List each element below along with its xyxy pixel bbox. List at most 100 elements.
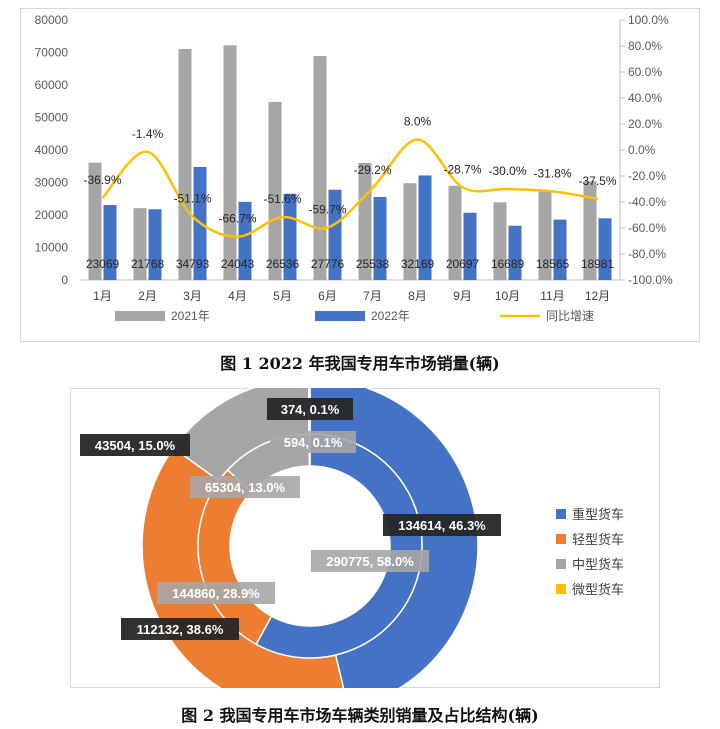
bar-2021 <box>493 202 507 280</box>
x-tick-label: 12月 <box>585 289 610 303</box>
donut-label-box <box>157 582 275 604</box>
y2-tick-label: -40.0% <box>628 195 666 209</box>
bar-2022 <box>553 219 567 280</box>
legend-label: 中型货车 <box>572 557 624 572</box>
bar-2022 <box>598 218 612 280</box>
donut-value-label: 594, 0.1% <box>284 435 343 450</box>
donut-label-box <box>311 550 429 572</box>
figure1-caption: 图 1 2022 年我国专用车市场销量(辆) <box>220 354 500 373</box>
bar-value-label: 27776 <box>311 257 345 271</box>
donut-value-label: 144860, 28.9% <box>172 586 260 601</box>
bar-2022 <box>418 175 432 280</box>
bar-2021 <box>88 162 102 280</box>
bar-2022 <box>283 193 297 280</box>
bar-2021 <box>448 185 462 280</box>
growth-rate-label: -36.9% <box>83 173 121 187</box>
bar-value-label: 23069 <box>86 257 120 271</box>
growth-rate-label: -28.7% <box>443 162 481 176</box>
donut-value-label: 134614, 46.3% <box>398 518 486 533</box>
bar-2021 <box>403 183 417 280</box>
growth-rate-label: -1.4% <box>132 127 164 141</box>
x-tick-label: 8月 <box>408 289 427 303</box>
donut-label-box <box>121 618 239 640</box>
legend-swatch <box>556 584 566 594</box>
y-tick-label: 10000 <box>35 241 69 255</box>
y2-tick-label: 20.0% <box>628 117 662 131</box>
growth-rate-label: -30.0% <box>488 164 526 178</box>
donut-value-label: 112132, 38.6% <box>137 622 224 637</box>
bar-2022 <box>148 209 162 280</box>
x-tick-label: 7月 <box>363 289 382 303</box>
y2-tick-label: -20.0% <box>628 169 666 183</box>
vehicle-type-donut-chart: 134614, 46.3% 112132, 38.6% 43504, 15.0% 37… <box>70 388 660 688</box>
bar-value-label: 16689 <box>491 257 525 271</box>
x-tick-label: 9月 <box>453 289 472 303</box>
x-tick-label: 2月 <box>138 289 157 303</box>
growth-rate-label: 8.0% <box>404 115 432 129</box>
legend-label: 2021年 <box>171 309 210 323</box>
y2-tick-label: 100.0% <box>628 13 669 27</box>
y2-tick-label: 40.0% <box>628 91 662 105</box>
x-tick-label: 6月 <box>318 289 337 303</box>
y-tick-label: 80000 <box>35 13 69 27</box>
legend-swatch <box>556 509 566 519</box>
y-tick-label: 50000 <box>35 111 69 125</box>
bar-value-label: 26536 <box>266 257 300 271</box>
growth-rate-label: -51.1% <box>173 191 211 205</box>
y2-tick-label: 0.0% <box>628 143 656 157</box>
x-tick-label: 10月 <box>495 289 520 303</box>
growth-rate-label: -51.6% <box>263 192 301 206</box>
x-tick-label: 4月 <box>228 289 247 303</box>
donut-label-box <box>80 434 190 456</box>
bar-value-label: 18565 <box>536 257 570 271</box>
legend-swatch <box>115 311 165 321</box>
legend-label: 微型货车 <box>572 582 624 597</box>
y2-tick-label: -60.0% <box>628 221 666 235</box>
growth-rate-label: -31.8% <box>533 166 571 180</box>
x-tick-label: 1月 <box>93 289 112 303</box>
legend-swatch <box>315 311 365 321</box>
donut-value-label: 374, 0.1% <box>281 402 340 417</box>
bar-2021 <box>313 56 327 281</box>
growth-rate-line <box>101 138 598 238</box>
growth-rate-label: -59.7% <box>308 203 346 217</box>
legend-label: 轻型货车 <box>572 532 624 547</box>
legend-label: 重型货车 <box>572 507 624 522</box>
chart1-legend: 2021年 2022年 同比增速 <box>115 309 594 323</box>
bar-value-label: 25538 <box>356 257 390 271</box>
bar-value-label: 32169 <box>401 257 435 271</box>
bar-2021 <box>133 208 147 280</box>
legend-swatch <box>556 534 566 544</box>
growth-rate-label: -29.2% <box>353 163 391 177</box>
y-tick-label: 30000 <box>35 176 69 190</box>
x-tick-label: 5月 <box>273 289 292 303</box>
legend-label: 同比增速 <box>546 309 594 323</box>
x-tick-label: 3月 <box>183 289 202 303</box>
legend-swatch <box>556 559 566 569</box>
donut-label-box <box>383 514 501 536</box>
donut-label-box <box>270 431 356 453</box>
bar-2021 <box>583 181 597 280</box>
donut-value-label: 290775, 58.0% <box>326 554 414 569</box>
y2-tick-label: -80.0% <box>628 247 666 261</box>
bar-2022 <box>103 205 117 280</box>
bar-value-label: 34793 <box>176 257 210 271</box>
y-tick-label: 60000 <box>35 78 69 92</box>
bar-2022 <box>463 212 477 280</box>
bar-value-label: 24043 <box>221 257 255 271</box>
bar-2022 <box>508 225 522 280</box>
donut-label-box <box>267 398 353 420</box>
donut-value-label: 65304, 13.0% <box>205 480 286 495</box>
growth-rate-label: -66.7% <box>218 212 256 226</box>
bar-2021 <box>268 101 282 281</box>
y2-tick-label: 60.0% <box>628 65 662 79</box>
bar-2021 <box>223 45 237 280</box>
y2-tick-label: -100.0% <box>628 273 673 287</box>
growth-rate-label: -37.5% <box>578 174 616 188</box>
bar-value-label: 18981 <box>581 257 615 271</box>
y-tick-label: 20000 <box>35 208 69 222</box>
y2-tick-label: 80.0% <box>628 39 662 53</box>
bar-2021 <box>538 191 552 280</box>
y-tick-label: 70000 <box>35 46 69 60</box>
